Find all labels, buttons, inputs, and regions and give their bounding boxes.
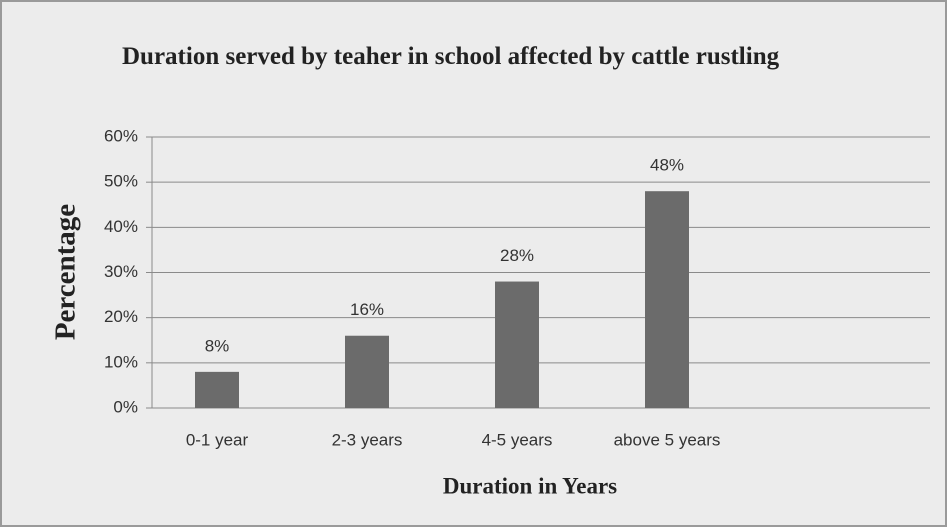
data-label: 16% — [350, 300, 384, 319]
x-axis-label: Duration in Years — [443, 473, 617, 498]
y-tick-label: 40% — [104, 217, 138, 236]
y-axis-label: Percentage — [50, 204, 82, 340]
y-tick-label: 10% — [104, 352, 138, 371]
y-tick-label: 60% — [104, 126, 138, 145]
data-label: 8% — [205, 336, 230, 355]
x-tick-label: 4-5 years — [482, 430, 553, 449]
x-tick-label: 0-1 year — [186, 430, 249, 449]
y-tick-label: 50% — [104, 172, 138, 191]
bar — [645, 191, 689, 408]
bar — [495, 281, 539, 408]
bar — [195, 371, 239, 408]
data-label: 28% — [500, 246, 534, 265]
bar — [345, 335, 389, 408]
x-tick-label: 2-3 years — [332, 430, 403, 449]
chart-title: Duration served by teaher in school affe… — [122, 43, 780, 70]
y-tick-label: 20% — [104, 307, 138, 326]
y-tick-label: 0% — [113, 397, 138, 416]
data-label: 48% — [650, 156, 684, 175]
x-tick-label: above 5 years — [614, 430, 721, 449]
y-tick-label: 30% — [104, 262, 138, 281]
